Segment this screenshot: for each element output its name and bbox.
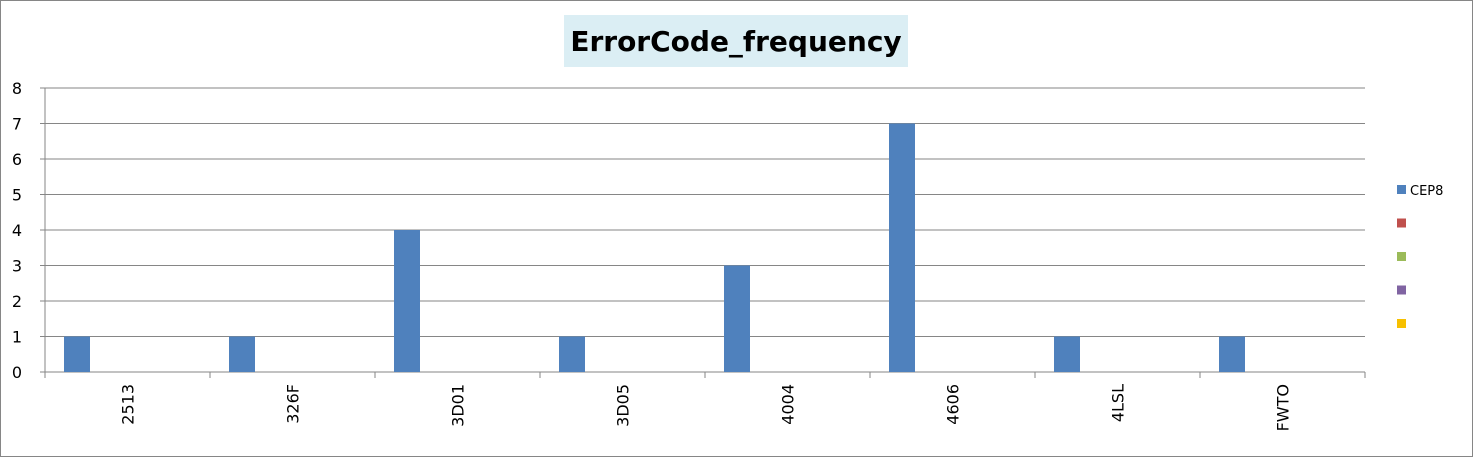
bar-4606-series-0 bbox=[889, 123, 915, 372]
chart-title: ErrorCode_frequency bbox=[570, 24, 902, 58]
y-tick-label-8: 8 bbox=[12, 79, 22, 98]
chart-title-box: ErrorCode_frequency bbox=[564, 15, 908, 67]
y-tick-label-3: 3 bbox=[12, 257, 22, 276]
legend-swatch-4 bbox=[1397, 319, 1406, 328]
legend-swatch-2 bbox=[1397, 252, 1406, 261]
x-tick-label-3D01: 3D01 bbox=[449, 384, 468, 427]
bar-326F-series-0 bbox=[229, 336, 255, 372]
y-tick-label-5: 5 bbox=[12, 186, 22, 205]
x-tick-label-2513: 2513 bbox=[119, 384, 138, 425]
x-tick-label-326F: 326F bbox=[284, 384, 303, 424]
y-tick-label-0: 0 bbox=[12, 363, 22, 382]
legend-swatch-3 bbox=[1397, 285, 1406, 295]
bar-3D01-series-0 bbox=[394, 230, 420, 372]
y-tick-label-4: 4 bbox=[12, 221, 22, 240]
x-tick-label-4606: 4606 bbox=[944, 384, 963, 425]
x-tick-label-4004: 4004 bbox=[779, 384, 798, 425]
x-tick-label-4LSL: 4LSL bbox=[1109, 384, 1128, 422]
bar-2513-series-0 bbox=[64, 336, 90, 372]
y-tick-label-7: 7 bbox=[12, 115, 22, 134]
x-tick-label-FWTO: FWTO bbox=[1274, 384, 1293, 431]
bar-3D05-series-0 bbox=[559, 336, 585, 372]
legend-swatch-1 bbox=[1397, 218, 1406, 228]
y-tick-label-2: 2 bbox=[12, 292, 22, 311]
y-tick-label-1: 1 bbox=[12, 328, 22, 347]
x-tick-label-3D05: 3D05 bbox=[614, 384, 633, 427]
legend-swatch-0 bbox=[1397, 185, 1406, 194]
legend-label-0: CEP8 bbox=[1410, 184, 1443, 199]
bar-FWTO-series-0 bbox=[1219, 336, 1245, 372]
y-tick-label-6: 6 bbox=[12, 150, 22, 169]
bar-4LSL-series-0 bbox=[1054, 336, 1080, 372]
bar-4004-series-0 bbox=[724, 265, 750, 372]
